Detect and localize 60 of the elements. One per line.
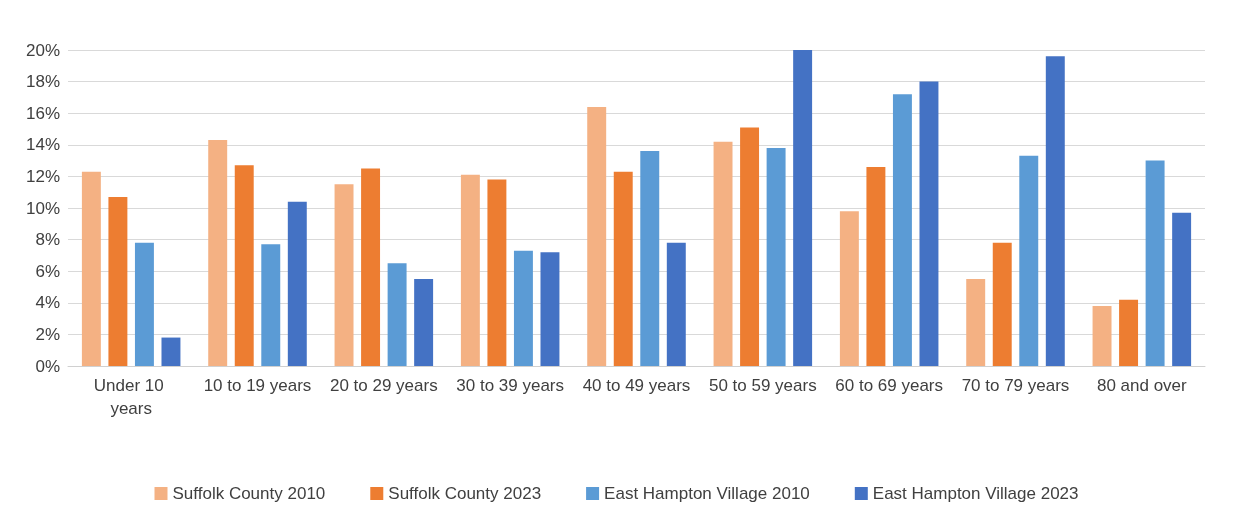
legend-label: Suffolk County 2023 — [388, 484, 542, 503]
bar — [766, 147, 786, 366]
y-tick-label: 0% — [35, 356, 60, 376]
bar — [487, 179, 507, 366]
y-tick-label: 18% — [25, 72, 60, 92]
bar — [966, 279, 986, 366]
bar — [414, 279, 434, 366]
y-tick-label: 8% — [35, 230, 60, 250]
bar — [919, 81, 939, 366]
x-tick-label: 80 and over — [1096, 376, 1188, 395]
x-tick-label: 30 to 39 years — [456, 376, 565, 395]
bar — [261, 244, 281, 366]
x-tick-label: 70 to 79 years — [961, 376, 1070, 395]
bar — [666, 242, 686, 366]
legend-label: East Hampton Village 2010 — [604, 484, 810, 503]
x-tick-label: 10 to 19 years — [203, 376, 312, 395]
legend-label: Suffolk County 2010 — [172, 484, 326, 503]
bar — [587, 106, 607, 366]
x-tick-label: 40 to 49 years — [582, 376, 691, 395]
bar — [1119, 299, 1139, 366]
x-tick-label: 60 to 69 years — [835, 376, 944, 395]
x-tick-label: Under 10 years — [93, 376, 169, 418]
y-tick-label: 20% — [25, 40, 60, 60]
legend-label: East Hampton Village 2023 — [872, 484, 1079, 503]
y-tick-label: 4% — [35, 293, 60, 313]
y-tick-label: 6% — [35, 261, 60, 281]
bar — [793, 50, 813, 366]
bar — [892, 94, 912, 366]
y-tick-label: 14% — [25, 135, 60, 155]
bar — [334, 184, 354, 366]
y-tick-label: 10% — [25, 198, 60, 218]
y-tick-label: 16% — [25, 103, 60, 123]
bar — [108, 196, 128, 366]
bar — [713, 141, 733, 366]
y-tick-label: 12% — [25, 166, 60, 186]
bar — [513, 250, 533, 366]
bar — [1045, 56, 1065, 366]
bar — [613, 171, 633, 366]
bar — [839, 211, 859, 366]
bar — [1019, 155, 1039, 366]
bar — [287, 201, 307, 366]
bar — [640, 151, 660, 366]
bar — [81, 171, 101, 366]
bar — [387, 263, 407, 366]
bar — [161, 337, 181, 366]
bar — [460, 174, 480, 366]
bar — [234, 165, 254, 366]
bar — [1172, 212, 1192, 366]
bar — [740, 127, 760, 366]
bar — [540, 252, 560, 366]
bar — [208, 140, 228, 366]
bar — [992, 242, 1012, 366]
bar — [1092, 305, 1112, 366]
y-tick-label: 2% — [35, 324, 60, 344]
bar — [1145, 160, 1165, 366]
bar — [361, 168, 381, 366]
x-tick-label: 50 to 59 years — [708, 376, 817, 395]
bar — [866, 166, 886, 366]
x-tick-label: 20 to 29 years — [329, 376, 438, 395]
bar — [134, 242, 154, 366]
